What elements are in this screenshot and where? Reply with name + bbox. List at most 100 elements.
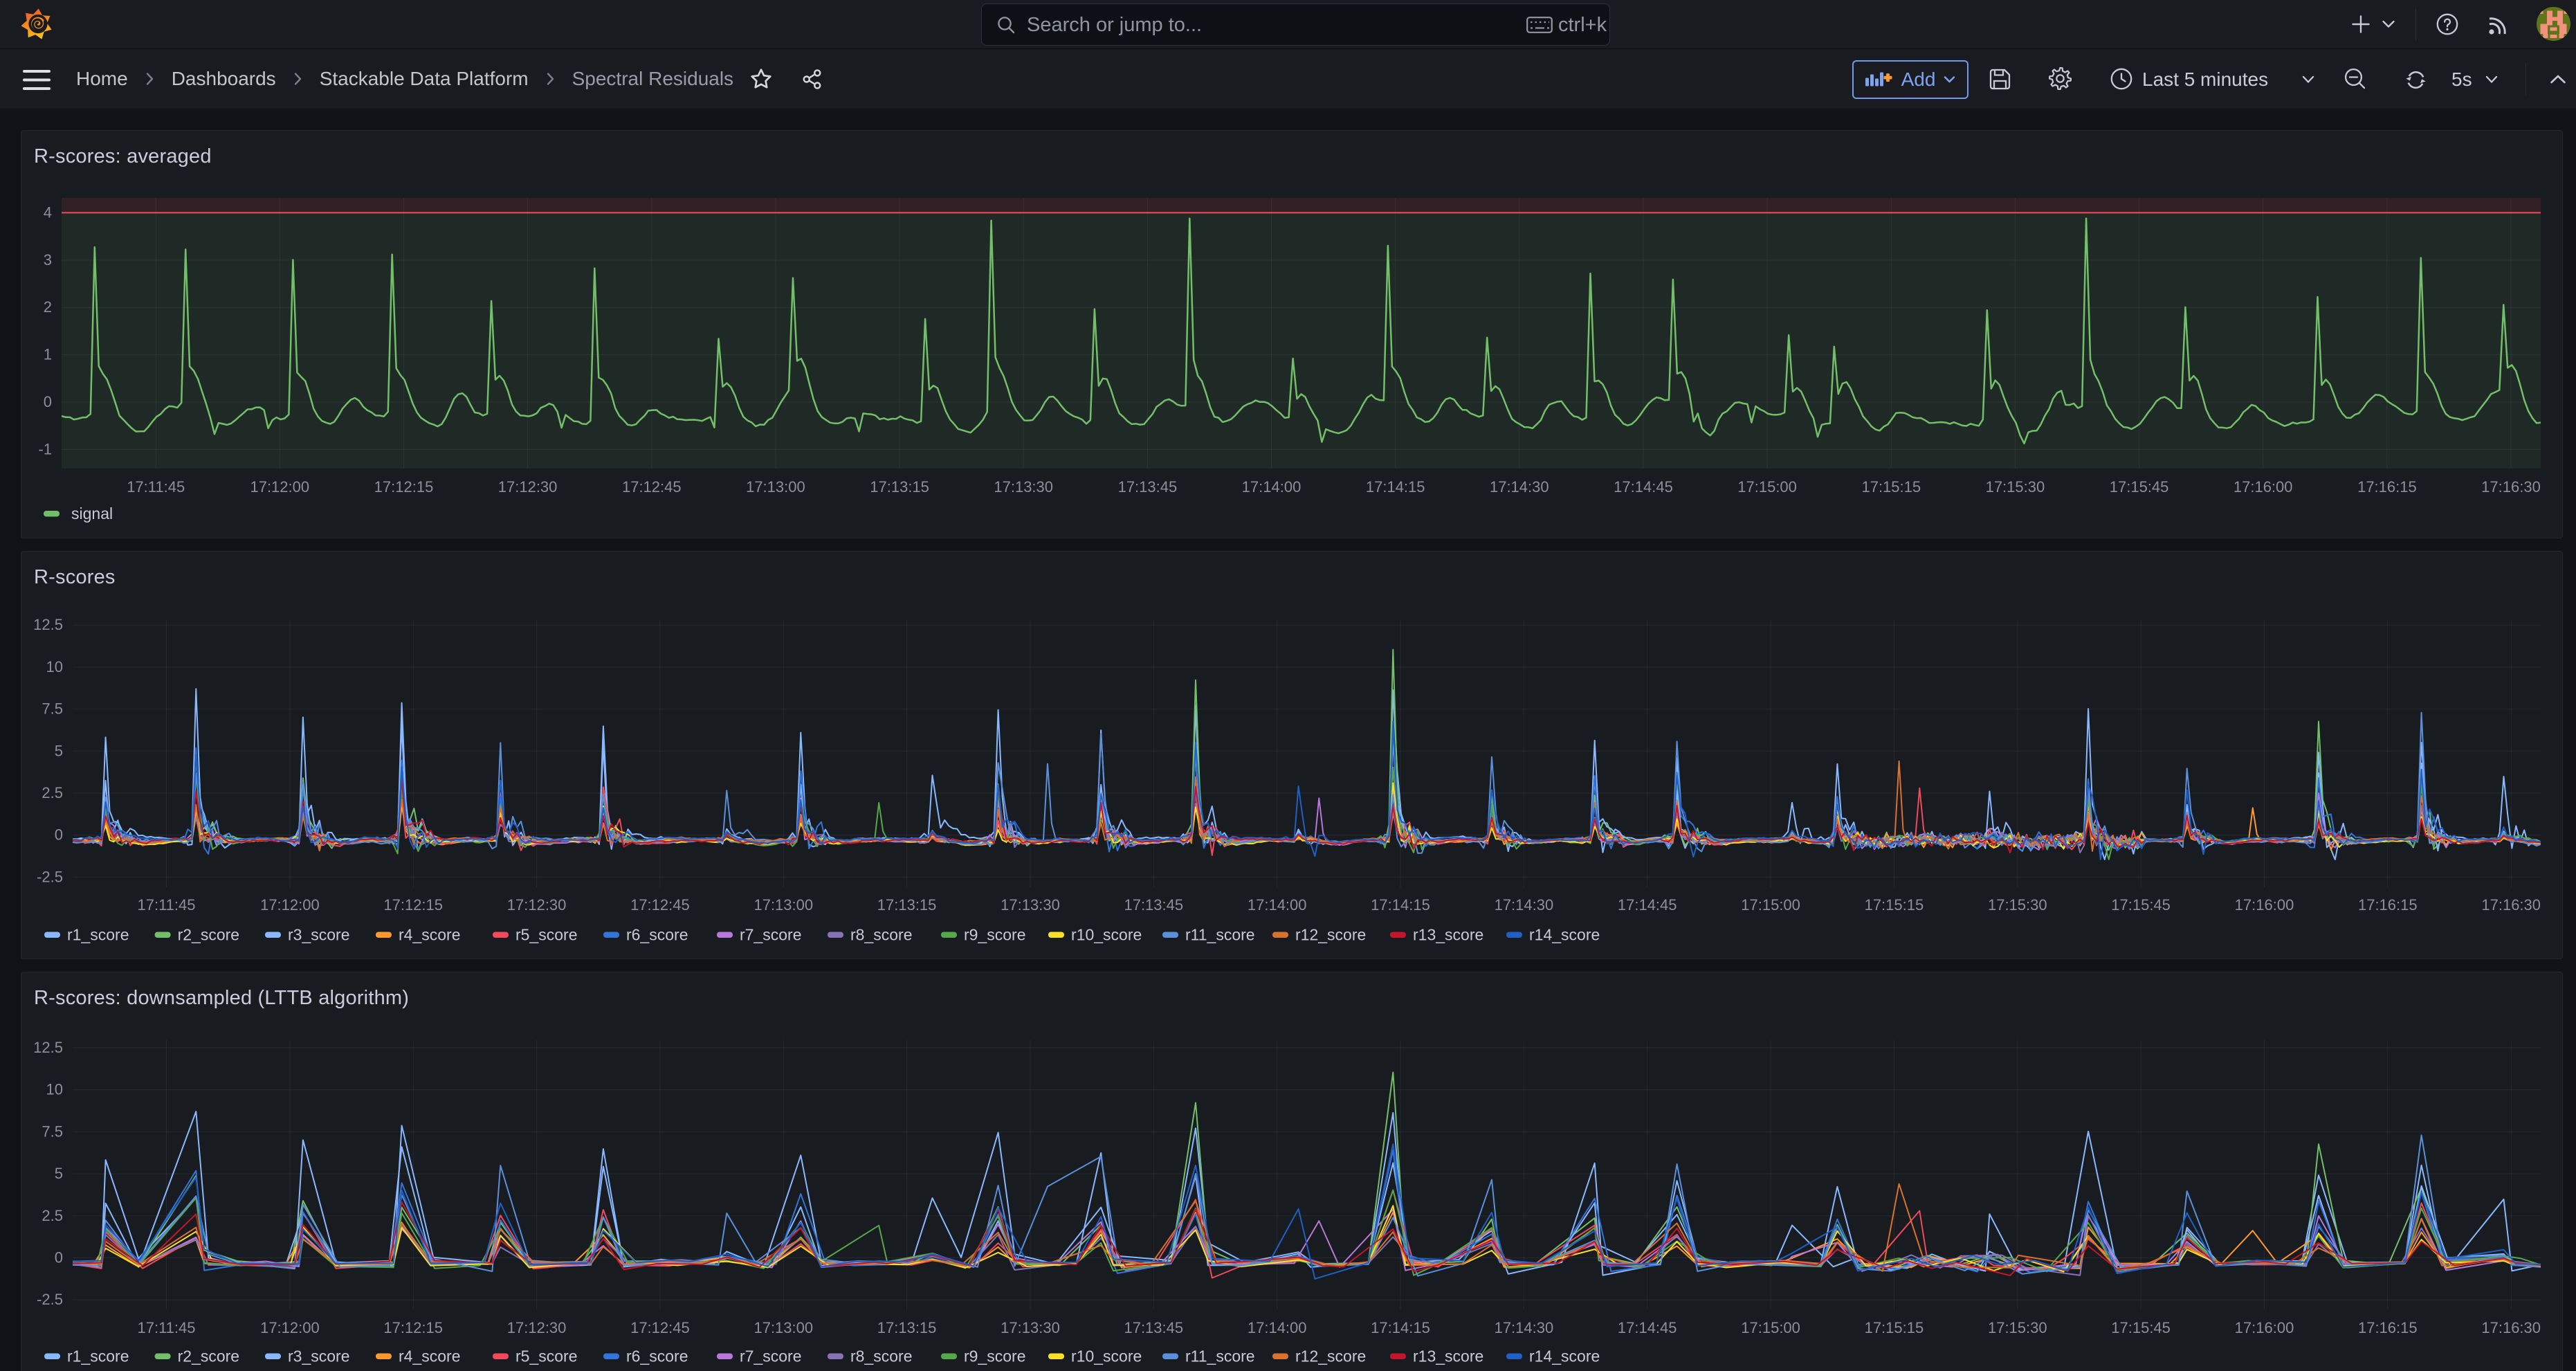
svg-text:17:15:00: 17:15:00 — [1741, 1319, 1800, 1336]
svg-text:r8_score: r8_score — [850, 1347, 912, 1365]
svg-text:17:16:30: 17:16:30 — [2481, 896, 2541, 914]
svg-text:17:13:45: 17:13:45 — [1118, 478, 1178, 496]
svg-text:10: 10 — [46, 658, 63, 675]
svg-text:17:14:45: 17:14:45 — [1618, 1319, 1677, 1336]
svg-text:2: 2 — [44, 298, 52, 316]
svg-text:5: 5 — [55, 1165, 63, 1182]
svg-text:17:12:45: 17:12:45 — [630, 1319, 690, 1336]
svg-text:17:14:00: 17:14:00 — [1248, 896, 1307, 914]
svg-text:17:14:00: 17:14:00 — [1248, 1319, 1307, 1336]
svg-text:r13_score: r13_score — [1413, 1347, 1483, 1365]
svg-text:17:11:45: 17:11:45 — [137, 896, 195, 914]
svg-text:17:13:15: 17:13:15 — [877, 896, 937, 914]
svg-text:17:14:30: 17:14:30 — [1495, 1319, 1554, 1336]
svg-text:r1_score: r1_score — [67, 1347, 129, 1365]
svg-text:r4_score: r4_score — [399, 1347, 460, 1365]
svg-text:1: 1 — [44, 346, 52, 363]
svg-text:signal: signal — [71, 505, 113, 523]
svg-text:r6_score: r6_score — [626, 1347, 688, 1365]
svg-text:17:16:15: 17:16:15 — [2357, 478, 2417, 496]
svg-text:17:12:45: 17:12:45 — [630, 896, 690, 914]
svg-text:-2.5: -2.5 — [37, 868, 63, 885]
svg-text:17:12:00: 17:12:00 — [260, 1319, 320, 1336]
svg-text:17:13:45: 17:13:45 — [1124, 896, 1183, 914]
svg-text:17:16:00: 17:16:00 — [2235, 896, 2294, 914]
svg-text:17:15:00: 17:15:00 — [1741, 896, 1800, 914]
svg-text:17:14:45: 17:14:45 — [1614, 478, 1673, 496]
svg-text:-2.5: -2.5 — [37, 1291, 63, 1308]
svg-text:12.5: 12.5 — [33, 1039, 63, 1056]
svg-text:17:12:30: 17:12:30 — [498, 478, 558, 496]
svg-text:r7_score: r7_score — [740, 926, 801, 944]
svg-text:17:14:00: 17:14:00 — [1242, 478, 1301, 496]
svg-text:17:15:30: 17:15:30 — [1986, 478, 2045, 496]
svg-text:17:13:15: 17:13:15 — [870, 478, 929, 496]
svg-text:r5_score: r5_score — [515, 1347, 577, 1365]
svg-text:17:15:00: 17:15:00 — [1737, 478, 1797, 496]
svg-text:0: 0 — [55, 1249, 63, 1266]
svg-text:r2_score: r2_score — [178, 926, 239, 944]
svg-text:17:15:15: 17:15:15 — [1865, 896, 1924, 914]
svg-text:17:13:30: 17:13:30 — [1001, 1319, 1060, 1336]
svg-text:17:15:45: 17:15:45 — [2110, 478, 2169, 496]
svg-text:17:16:30: 17:16:30 — [2481, 478, 2541, 496]
svg-text:17:14:45: 17:14:45 — [1618, 896, 1677, 914]
svg-text:r11_score: r11_score — [1185, 1347, 1255, 1365]
svg-text:17:15:45: 17:15:45 — [2111, 1319, 2171, 1336]
svg-text:17:12:30: 17:12:30 — [507, 896, 567, 914]
svg-text:2.5: 2.5 — [42, 1207, 63, 1224]
svg-text:r8_score: r8_score — [850, 926, 912, 944]
svg-text:r4_score: r4_score — [399, 926, 460, 944]
svg-text:r5_score: r5_score — [515, 926, 577, 944]
svg-text:0: 0 — [55, 826, 63, 844]
svg-text:r6_score: r6_score — [626, 926, 688, 944]
svg-text:17:13:00: 17:13:00 — [753, 896, 813, 914]
svg-text:17:14:15: 17:14:15 — [1366, 478, 1425, 496]
svg-text:r3_score: r3_score — [288, 926, 349, 944]
svg-text:12.5: 12.5 — [33, 616, 63, 633]
svg-text:17:13:30: 17:13:30 — [1001, 896, 1060, 914]
svg-text:r9_score: r9_score — [964, 1347, 1025, 1365]
svg-text:17:13:15: 17:13:15 — [877, 1319, 937, 1336]
svg-text:17:14:30: 17:14:30 — [1490, 478, 1549, 496]
svg-text:-1: -1 — [38, 440, 52, 457]
svg-text:r13_score: r13_score — [1413, 926, 1483, 944]
svg-text:7.5: 7.5 — [42, 700, 63, 718]
svg-text:r10_score: r10_score — [1071, 1347, 1142, 1365]
svg-text:17:15:15: 17:15:15 — [1861, 478, 1921, 496]
svg-text:r12_score: r12_score — [1295, 926, 1366, 944]
svg-text:7.5: 7.5 — [42, 1123, 63, 1140]
svg-text:r14_score: r14_score — [1529, 926, 1600, 944]
svg-text:17:12:45: 17:12:45 — [622, 478, 682, 496]
svg-text:17:13:00: 17:13:00 — [753, 1319, 813, 1336]
svg-text:17:16:00: 17:16:00 — [2234, 478, 2293, 496]
svg-text:r1_score: r1_score — [67, 926, 129, 944]
svg-text:r3_score: r3_score — [288, 1347, 349, 1365]
svg-text:17:12:15: 17:12:15 — [383, 1319, 443, 1336]
svg-text:17:16:00: 17:16:00 — [2235, 1319, 2294, 1336]
svg-text:17:12:30: 17:12:30 — [507, 1319, 567, 1336]
svg-text:r7_score: r7_score — [740, 1347, 801, 1365]
svg-text:3: 3 — [44, 251, 52, 269]
svg-text:17:14:15: 17:14:15 — [1371, 1319, 1430, 1336]
svg-text:17:12:00: 17:12:00 — [260, 896, 320, 914]
svg-text:r9_score: r9_score — [964, 926, 1025, 944]
svg-text:r10_score: r10_score — [1071, 926, 1142, 944]
svg-text:17:15:45: 17:15:45 — [2111, 896, 2171, 914]
svg-text:r2_score: r2_score — [178, 1347, 239, 1365]
svg-text:r11_score: r11_score — [1185, 926, 1255, 944]
svg-text:0: 0 — [44, 393, 52, 410]
svg-text:17:16:30: 17:16:30 — [2481, 1319, 2541, 1336]
svg-text:17:15:15: 17:15:15 — [1865, 1319, 1924, 1336]
svg-text:17:16:15: 17:16:15 — [2358, 1319, 2418, 1336]
svg-text:4: 4 — [44, 203, 52, 221]
svg-text:r14_score: r14_score — [1529, 1347, 1600, 1365]
svg-text:5: 5 — [55, 742, 63, 759]
svg-text:17:13:45: 17:13:45 — [1124, 1319, 1183, 1336]
svg-text:17:13:30: 17:13:30 — [994, 478, 1053, 496]
svg-text:10: 10 — [46, 1081, 63, 1098]
svg-text:17:14:30: 17:14:30 — [1495, 896, 1554, 914]
svg-text:17:12:15: 17:12:15 — [374, 478, 434, 496]
svg-text:17:15:30: 17:15:30 — [1988, 896, 2047, 914]
svg-text:17:11:45: 17:11:45 — [127, 478, 185, 496]
